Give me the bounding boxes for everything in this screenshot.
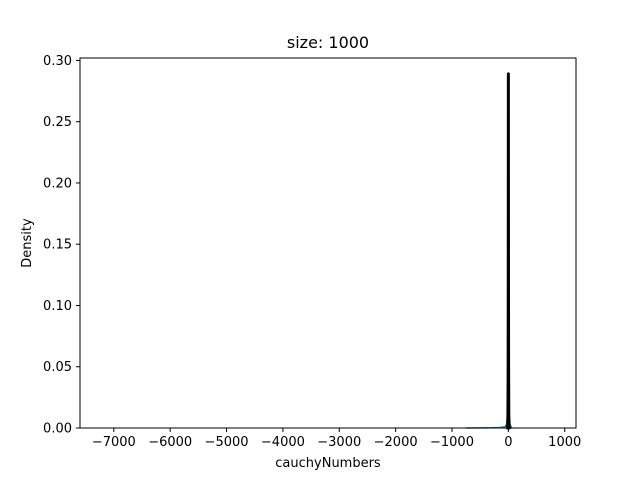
axis-ticks: −7000 −6000 −5000 −4000 −3000 −2000 −1000 0 1000… <box>43 54 581 450</box>
x-tick-label: −6000 <box>148 435 192 450</box>
series-line-1 <box>465 75 513 429</box>
x-tick-label: −7000 <box>92 435 136 450</box>
y-tick-label: 0.05 <box>43 360 72 375</box>
y-tick-label: 0.30 <box>43 54 72 69</box>
x-axis-title: cauchyNumbers <box>275 456 381 471</box>
x-tick-label: −1000 <box>430 435 474 450</box>
x-tick-label: −5000 <box>205 435 249 450</box>
chart-title: size: 1000 <box>287 33 369 52</box>
x-tick-label: −3000 <box>317 435 361 450</box>
y-axis-title: Density <box>20 218 35 268</box>
y-tick-label: 0.20 <box>43 176 72 191</box>
x-tick-label: 0 <box>504 435 512 450</box>
x-tick-label: 1000 <box>548 435 581 450</box>
y-tick-label: 0.10 <box>43 299 72 314</box>
y-tick-label: 0.25 <box>43 115 72 130</box>
plot-frame <box>79 57 577 429</box>
plot-area <box>465 72 513 430</box>
y-tick-label: 0.00 <box>43 422 72 437</box>
series-line-2 <box>506 72 511 430</box>
y-tick-label: 0.15 <box>43 238 72 253</box>
x-tick-label: −2000 <box>374 435 418 450</box>
x-tick-label: −4000 <box>261 435 305 450</box>
